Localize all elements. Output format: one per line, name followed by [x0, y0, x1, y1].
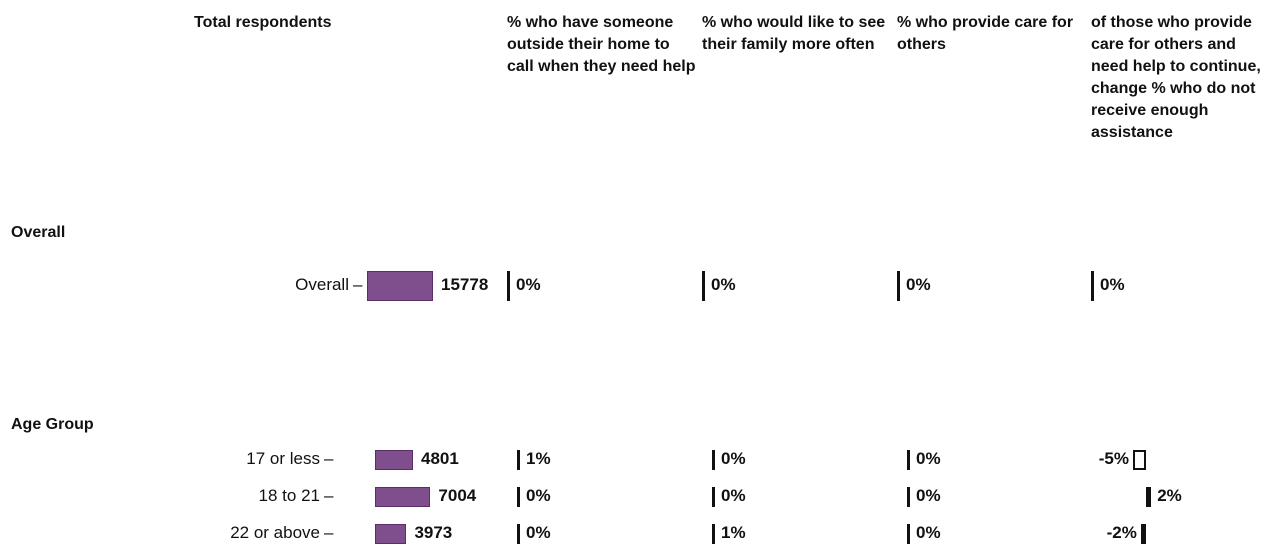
value-bar	[712, 450, 715, 470]
respondent-count-label: 4801	[421, 449, 459, 468]
value-label: 0%	[906, 275, 931, 294]
value-bar	[702, 271, 705, 301]
row-label: 18 to 21	[258, 486, 320, 505]
respondent-count-bar	[375, 487, 431, 507]
column-header-someone-to-call: % who have someone outside their home to…	[507, 14, 696, 75]
row-label: 22 or above	[230, 523, 320, 542]
axis-tick-mark: –	[353, 275, 363, 294]
respondent-count-bar	[375, 524, 407, 544]
column-header-total-respondents: Total respondents	[194, 14, 332, 31]
value-bar	[712, 487, 715, 507]
column-header-provide-care: % who provide care for others	[897, 14, 1074, 53]
value-bar	[1140, 524, 1146, 544]
value-label: 2%	[1157, 486, 1182, 505]
column-header-see-family-more: % who would like to see their family mor…	[702, 14, 886, 53]
value-label: -5%	[1098, 449, 1129, 468]
value-label: 0%	[916, 523, 941, 542]
value-bar	[517, 524, 520, 544]
value-bar	[897, 271, 900, 301]
axis-tick-mark: –	[324, 449, 334, 468]
value-label: 0%	[1100, 275, 1125, 294]
value-label: 1%	[721, 523, 746, 542]
value-bar	[1133, 450, 1146, 470]
value-bar	[507, 271, 510, 301]
section-title-overall: Overall	[11, 224, 66, 241]
value-bar	[907, 524, 910, 544]
value-label: 0%	[721, 486, 746, 505]
axis-tick-mark: –	[324, 486, 334, 505]
respondent-count-bar	[367, 271, 433, 301]
value-label: -2%	[1106, 523, 1137, 542]
respondent-count-label: 3973	[414, 523, 453, 542]
value-bar	[517, 487, 520, 507]
value-label: 0%	[526, 523, 551, 542]
value-label: 0%	[721, 449, 746, 468]
value-label: 0%	[526, 486, 551, 505]
value-bar	[1146, 487, 1152, 507]
value-bar	[712, 524, 715, 544]
value-bar	[907, 487, 910, 507]
value-bar	[517, 450, 520, 470]
axis-tick-mark: –	[324, 523, 334, 542]
respondent-count-bar	[375, 450, 413, 470]
value-label: 1%	[526, 449, 551, 468]
column-header-care-assistance-change: of those who provide care for others and…	[1091, 14, 1261, 141]
section-title-age-group: Age Group	[11, 416, 94, 433]
value-label: 0%	[916, 486, 941, 505]
value-bar	[907, 450, 910, 470]
value-label: 0%	[516, 275, 541, 294]
value-label: 0%	[711, 275, 736, 294]
row-label: Overall	[295, 275, 349, 294]
value-bar	[1091, 271, 1094, 301]
row-label: 17 or less	[246, 449, 320, 468]
respondent-count-label: 7004	[438, 486, 477, 505]
respondent-count-label: 15778	[441, 275, 489, 294]
value-label: 0%	[916, 449, 941, 468]
